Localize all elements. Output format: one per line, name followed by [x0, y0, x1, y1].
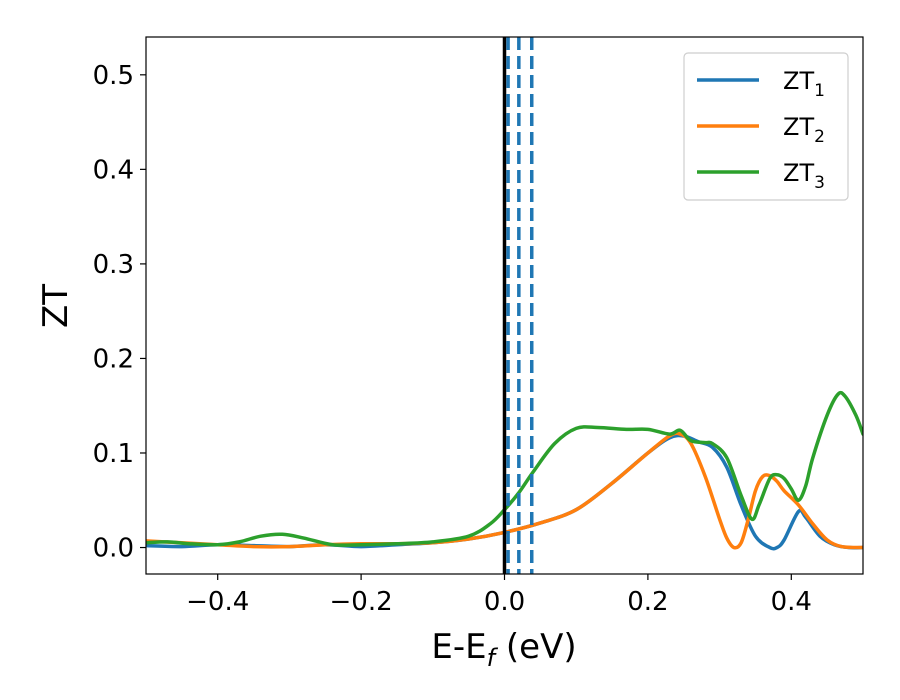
y-axis-label: ZT: [36, 284, 76, 328]
tick-layer: −0.4 −0.2 0.0 0.2 0.4 0.0 0.1 0.2 0.3 0.4 0.5: [93, 61, 812, 617]
y-tick-label: 0.0: [93, 534, 134, 564]
y-tick-label: 0.2: [93, 344, 134, 374]
x-tick-label: −0.2: [330, 587, 393, 617]
x-tick-label: 0.4: [771, 587, 812, 617]
legend-label-zt2: ZT2: [783, 113, 825, 147]
y-tick-label: 0.1: [93, 439, 134, 469]
x-tick-label: 0.2: [627, 587, 668, 617]
x-tick-label: −0.4: [186, 587, 249, 617]
legend: ZT1 ZT2 ZT3: [683, 52, 849, 201]
y-tick-label: 0.4: [93, 155, 134, 185]
vertical-lines-layer: [502, 37, 534, 574]
legend-label-zt3: ZT3: [783, 159, 825, 193]
x-tick-label: 0.0: [484, 587, 525, 617]
x-axis-label: E-Ef (eV): [431, 627, 576, 672]
legend-box: [683, 52, 849, 201]
y-tick-label: 0.5: [93, 61, 134, 91]
legend-label-zt1: ZT1: [783, 67, 825, 101]
x-axis-label-unit: (eV): [495, 627, 577, 667]
x-axis-label-main: E-E: [431, 627, 486, 667]
series-layer: [146, 390, 863, 551]
y-tick-label: 0.3: [93, 250, 134, 280]
series-line-zt3: [146, 390, 863, 547]
